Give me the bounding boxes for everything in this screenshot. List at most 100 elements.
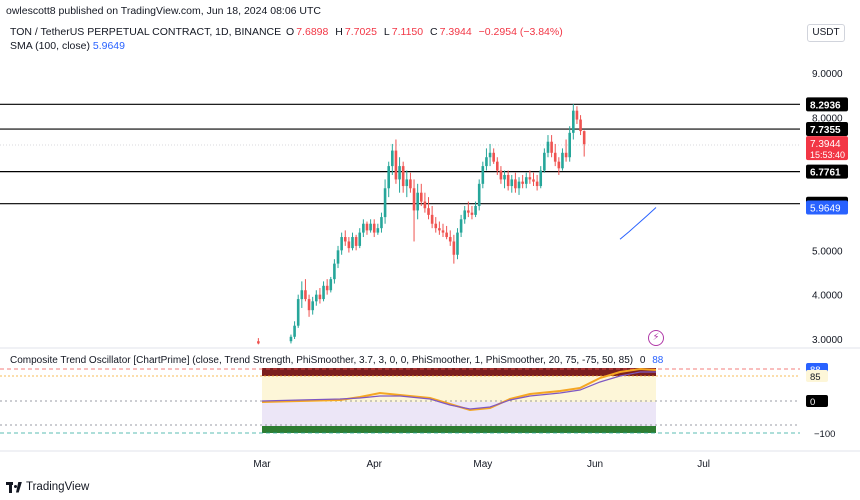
candle	[463, 206, 467, 224]
candle	[438, 221, 441, 235]
sma-tag	[806, 200, 848, 215]
lightning-icon[interactable]: ⚡	[648, 330, 664, 346]
candle-body	[412, 188, 416, 211]
candle	[405, 170, 409, 198]
candle-body	[539, 170, 543, 187]
candle	[488, 143, 492, 167]
candle	[354, 234, 358, 251]
candle-body	[430, 214, 434, 224]
sma-legend-value: 5.9649	[92, 40, 125, 52]
candle	[289, 334, 293, 344]
candle	[409, 172, 412, 193]
candle-body	[550, 141, 553, 153]
candle	[452, 234, 456, 264]
candle-body	[311, 301, 314, 311]
candle	[311, 296, 314, 315]
candle	[470, 206, 474, 220]
candle-body	[438, 228, 441, 231]
candle	[506, 170, 510, 191]
candle	[401, 161, 405, 193]
candle	[546, 135, 550, 158]
oscillator-label: Composite Trend Oscillator [ChartPrime] …	[10, 355, 634, 366]
osc-tick-1: 85	[810, 372, 821, 383]
y-tick-0: 3.0000	[812, 335, 843, 346]
candle-body	[568, 132, 571, 158]
candle	[496, 157, 499, 175]
candle	[477, 179, 481, 211]
candle	[582, 130, 586, 157]
candle-body	[387, 166, 390, 189]
candle-body	[325, 285, 329, 291]
candle-body	[362, 223, 365, 233]
candle	[445, 225, 448, 240]
candle	[362, 219, 365, 238]
level-tag-0	[806, 97, 848, 112]
ohlc-low: L 7.1150	[383, 26, 424, 38]
candle	[427, 197, 430, 220]
candle-body	[499, 170, 503, 180]
osc-lower-band	[262, 426, 656, 433]
candle-body	[358, 232, 362, 246]
candle	[448, 230, 452, 246]
candle-body	[492, 152, 495, 162]
candle	[561, 148, 564, 171]
candle-body	[293, 325, 296, 337]
candle-body	[561, 152, 564, 169]
sma-label: SMA (100, close)	[10, 40, 90, 52]
candle-body	[524, 177, 528, 184]
tradingview-logo[interactable]: TradingView	[6, 481, 89, 493]
candle	[416, 183, 419, 220]
oscillator-value-b: 88	[652, 355, 664, 366]
candle	[365, 221, 369, 235]
candle-body	[474, 206, 477, 215]
candle	[579, 115, 582, 136]
y-tick-3: 8.0000	[812, 113, 843, 124]
candle	[391, 143, 394, 175]
candle	[358, 228, 362, 249]
sma-legend[interactable]: SMA (100, close) 5.9649	[10, 40, 125, 52]
symbol-legend: TON / TetherUS PERPETUAL CONTRACT, 1D, B…	[10, 26, 565, 38]
candle-body	[398, 166, 401, 180]
level-label-1: 7.7355	[810, 125, 841, 136]
current-price-tag	[806, 136, 848, 161]
level-tag-2	[806, 164, 848, 179]
candle	[517, 177, 521, 195]
candle-body	[423, 201, 427, 209]
candle	[336, 245, 340, 269]
osc-signal-line	[261, 367, 657, 412]
candle	[535, 174, 539, 191]
candle	[333, 259, 336, 284]
currency-button[interactable]: USDT	[807, 24, 845, 42]
candle-body	[441, 230, 445, 233]
candle-body	[401, 166, 405, 187]
candle	[376, 223, 380, 235]
osc-bear-zone	[262, 402, 656, 426]
osc-trend-line	[261, 371, 656, 410]
symbol-name[interactable]: TON / TetherUS PERPETUAL CONTRACT, 1D, B…	[10, 26, 282, 38]
candle-body	[351, 237, 354, 249]
candle	[412, 179, 416, 242]
x-tick-1: Apr	[366, 459, 382, 470]
ohlc-open: O 7.6898	[286, 26, 329, 38]
candle-body	[376, 228, 380, 233]
candle-body	[528, 177, 532, 180]
candle-body	[318, 294, 322, 300]
candle-body	[391, 150, 394, 167]
candle	[543, 148, 546, 173]
oscillator-legend[interactable]: Composite Trend Oscillator [ChartPrime] …	[10, 355, 663, 366]
candle	[485, 148, 488, 171]
candle	[467, 201, 470, 218]
candle-body	[532, 179, 535, 182]
candle	[380, 212, 383, 233]
candle	[398, 157, 401, 193]
candle	[514, 172, 517, 193]
candle-body	[582, 131, 586, 145]
candle	[322, 281, 325, 302]
candle-body	[456, 232, 459, 255]
candle-body	[369, 223, 372, 231]
candle-body	[336, 250, 340, 264]
candle	[564, 139, 568, 162]
level-tag-1	[806, 122, 848, 137]
candle-body	[510, 179, 514, 187]
